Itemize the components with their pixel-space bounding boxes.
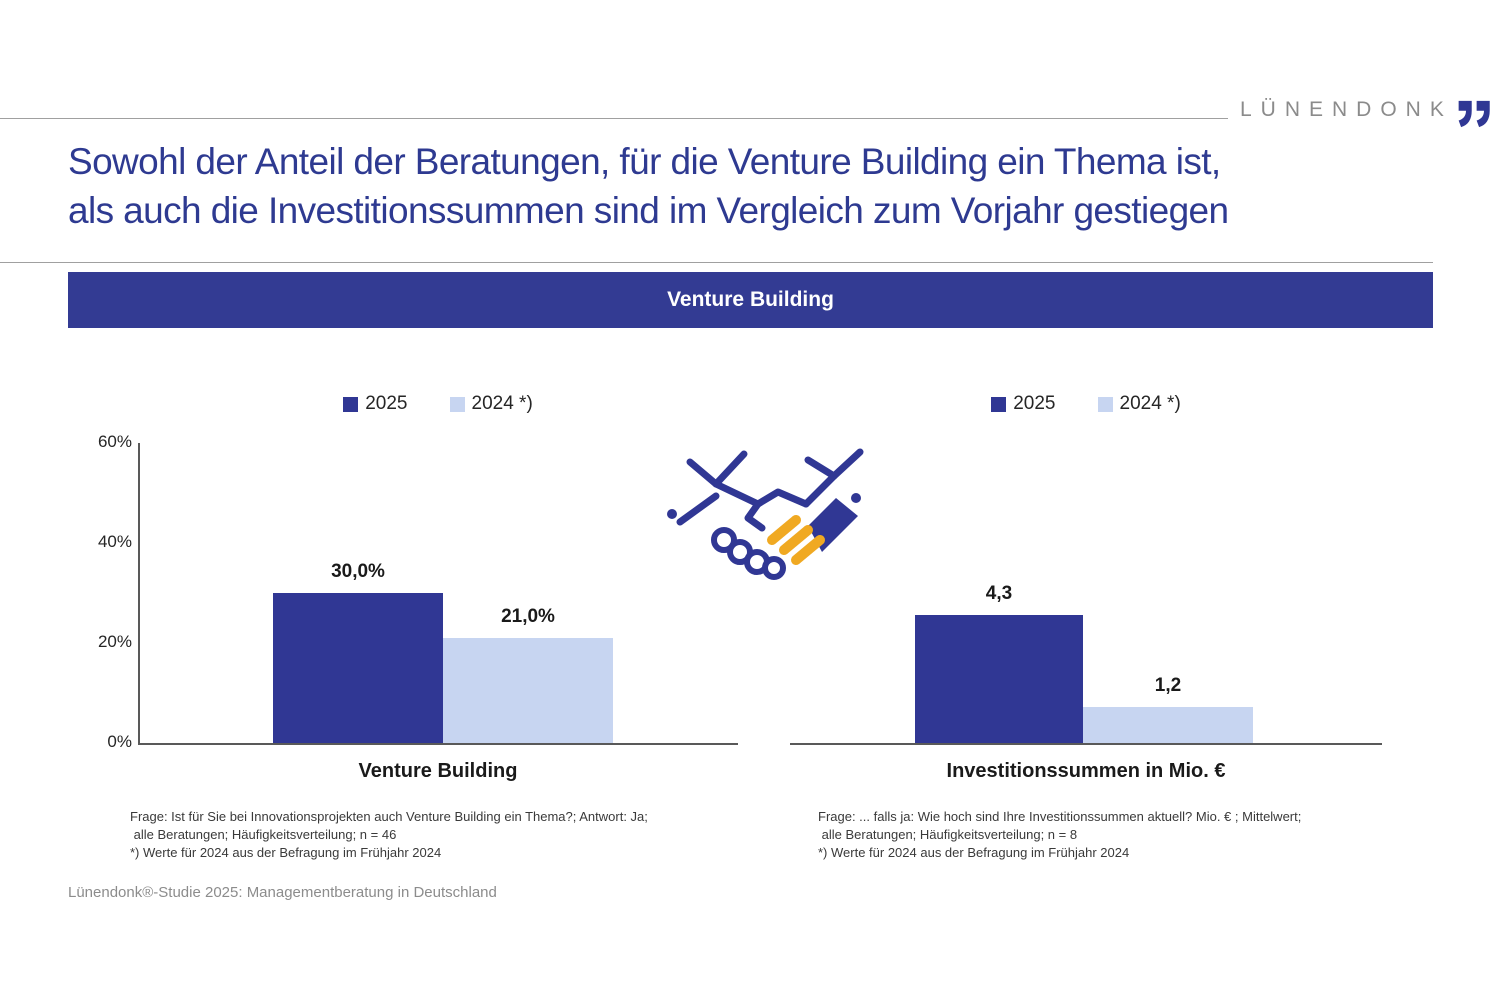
- footnote-line: *) Werte für 2024 aus der Befragung im F…: [130, 845, 442, 860]
- ytick-40: 40%: [97, 532, 132, 551]
- left-chart-footnote: Frage: Ist für Sie bei Innovationsprojek…: [130, 808, 648, 862]
- ytick-0: 0%: [107, 732, 132, 751]
- handshake-icon: [660, 442, 865, 597]
- header-divider-top: [0, 118, 1228, 119]
- right-chart-axis-title: Investitionssummen in Mio. €: [946, 760, 1226, 782]
- ytick-20: 20%: [97, 632, 132, 651]
- legend-label-2025: 2025: [365, 393, 408, 414]
- data-label-2025-venture-building: 30,0%: [331, 561, 385, 582]
- section-banner-label: Venture Building: [667, 288, 834, 311]
- left-chart-y-axis: [138, 443, 140, 744]
- left-chart-axis-title: Venture Building: [358, 760, 518, 782]
- legend-swatch-2024: [449, 396, 465, 412]
- data-label-2024-venture-building: 21,0%: [501, 606, 555, 627]
- legend-right-chart: 2025 2024 *): [790, 393, 1382, 415]
- right-chart-footnote: Frage: ... falls ja: Wie hoch sind Ihre …: [818, 808, 1301, 862]
- legend-item-2024: 2024 *): [449, 393, 533, 415]
- footnote-line: alle Beratungen; Häufigkeitsverteilung; …: [818, 827, 1078, 842]
- luenendonk-logo: LÜNENDONK: [1240, 98, 1493, 134]
- legend-label-2025: 2025: [1013, 393, 1056, 414]
- footnote-line: alle Beratungen; Häufigkeitsverteilung; …: [130, 827, 397, 842]
- page-title-line1: Sowohl der Anteil der Beratungen, für di…: [68, 141, 1221, 182]
- legend-label-2024: 2024 *): [471, 393, 533, 414]
- legend-left-chart: 2025 2024 *): [138, 393, 738, 415]
- right-chart-x-axis: [790, 743, 1382, 745]
- page-title-line2: als auch die Investitionssummen sind im …: [68, 190, 1229, 231]
- data-label-2024-investitionssummen: 1,2: [1154, 675, 1182, 696]
- quote-mark-icon: [1453, 98, 1493, 134]
- footnote-line: Frage: ... falls ja: Wie hoch sind Ihre …: [818, 809, 1302, 824]
- bar-2025-venture-building: [273, 593, 443, 743]
- legend-swatch-2025: [343, 396, 359, 412]
- legend-item-2025: 2025: [343, 393, 408, 415]
- footnote-line: Frage: Ist für Sie bei Innovationsprojek…: [130, 809, 648, 824]
- bar-2025-investitionssummen: [915, 615, 1083, 743]
- data-label-2025-investitionssummen: 4,3: [985, 583, 1013, 604]
- title-divider: [0, 262, 1433, 263]
- page-title: Sowohl der Anteil der Beratungen, für di…: [68, 137, 1468, 235]
- legend-item-2024: 2024 *): [1097, 393, 1181, 415]
- legend-label-2024: 2024 *): [1119, 393, 1181, 414]
- bar-2024-investitionssummen: [1083, 707, 1253, 743]
- legend-item-2025: 2025: [991, 393, 1056, 415]
- section-banner: Venture Building: [68, 272, 1433, 328]
- footnote-line: *) Werte für 2024 aus der Befragung im F…: [818, 845, 1130, 860]
- ytick-60: 60%: [97, 432, 132, 451]
- source-line: Lünendonk®-Studie 2025: Managementberatu…: [68, 884, 497, 901]
- logo-text: LÜNENDONK: [1240, 98, 1453, 121]
- legend-swatch-2024: [1097, 396, 1113, 412]
- left-chart-x-axis: [138, 743, 738, 745]
- bar-2024-venture-building: [443, 638, 613, 743]
- legend-swatch-2025: [991, 396, 1007, 412]
